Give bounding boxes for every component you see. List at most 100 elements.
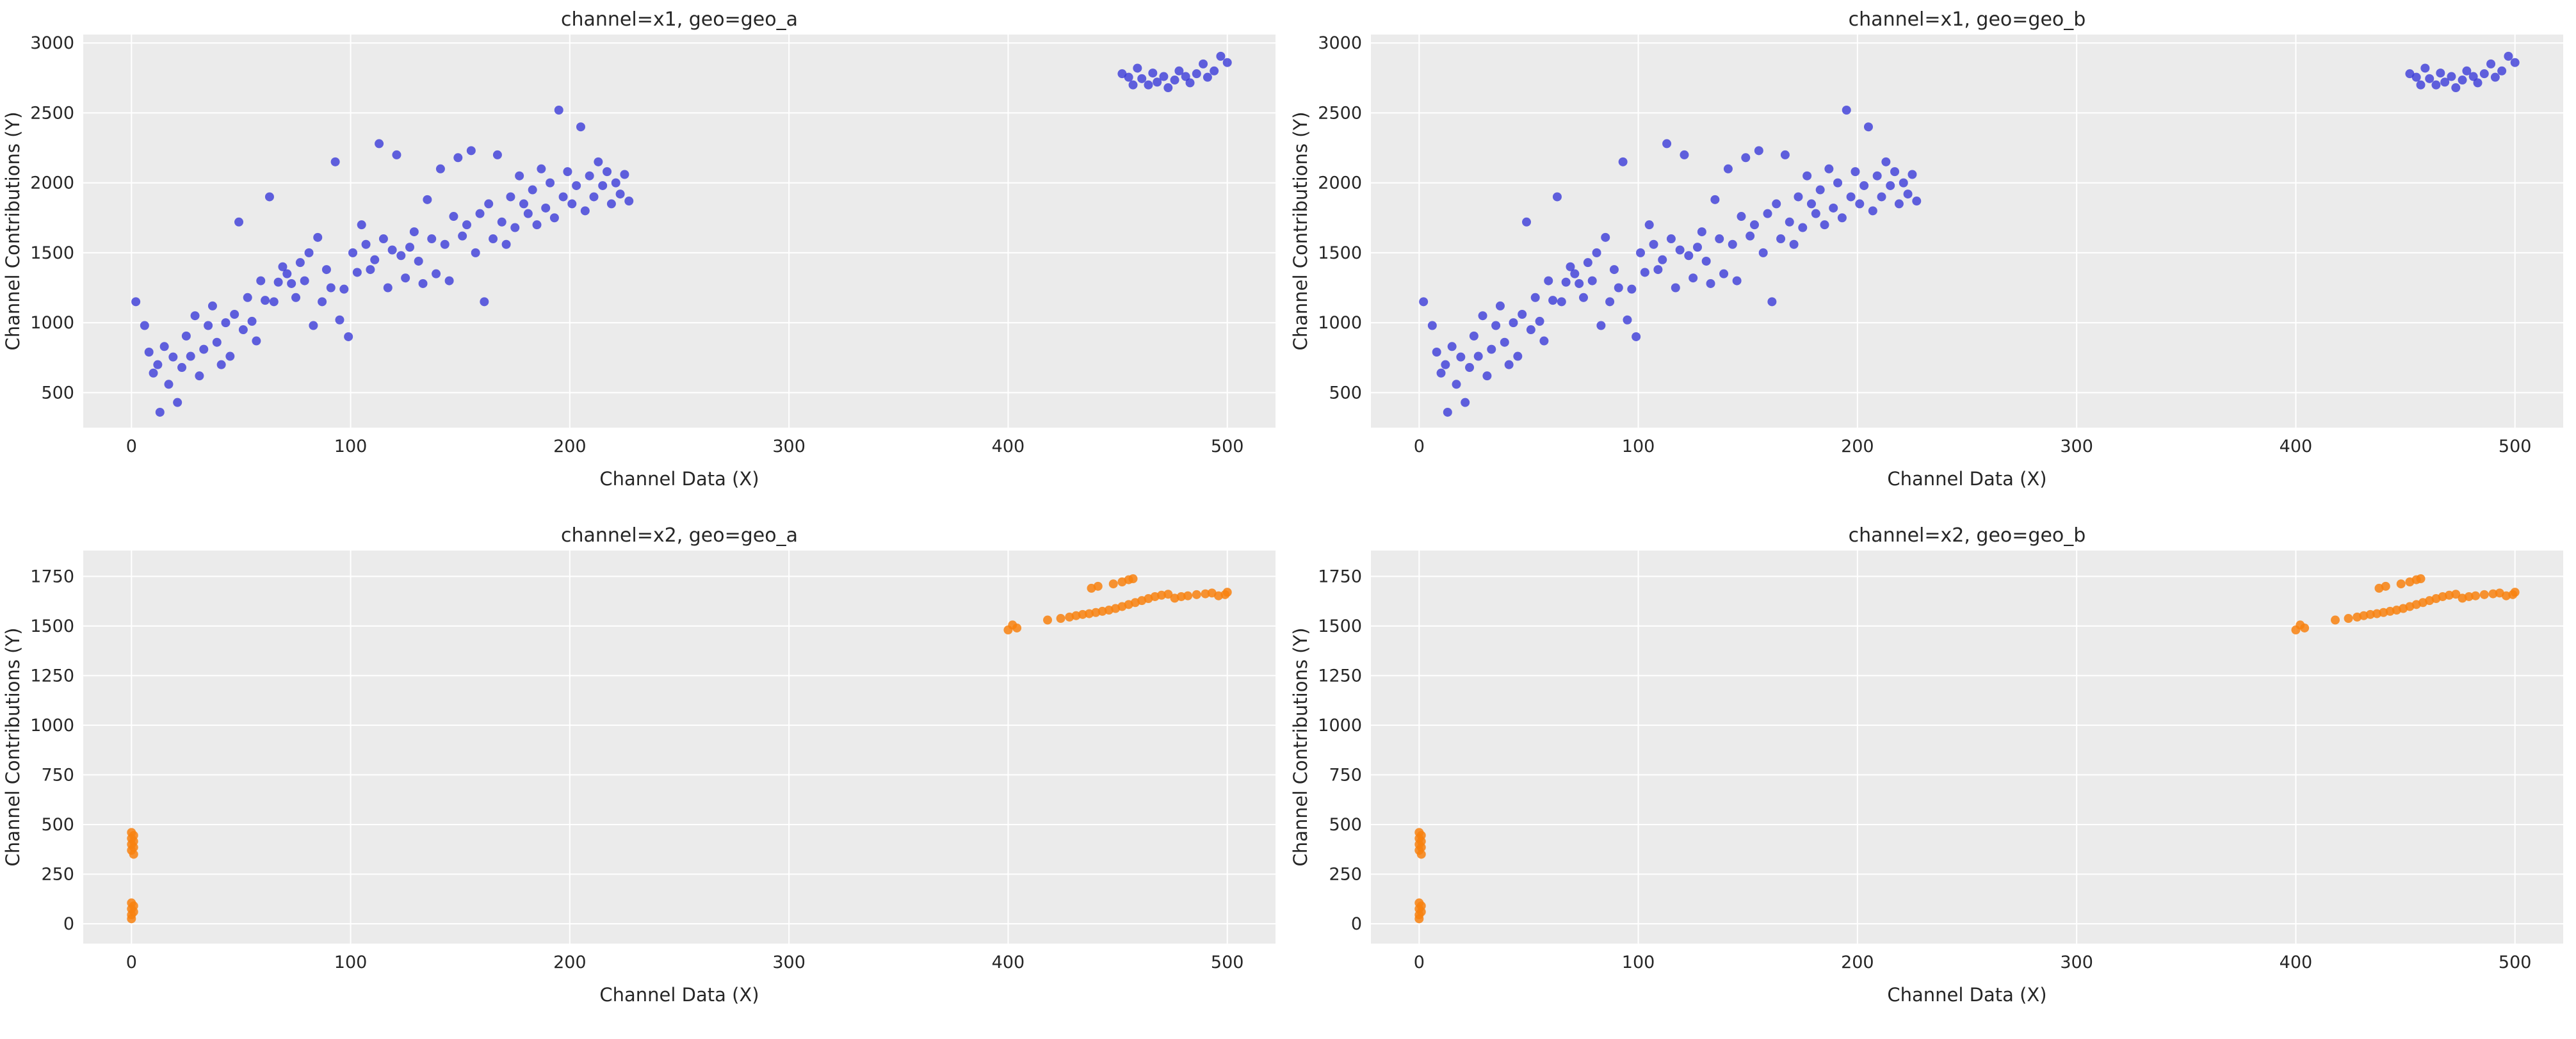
data-point xyxy=(1894,198,1904,208)
data-point xyxy=(1609,264,1619,274)
data-point xyxy=(1557,296,1566,306)
data-point xyxy=(2458,75,2467,85)
data-point xyxy=(1570,269,1580,278)
data-point xyxy=(1824,164,1834,173)
data-point xyxy=(624,196,634,205)
x-tick-label: 300 xyxy=(2060,437,2093,456)
data-point xyxy=(1491,320,1501,330)
data-point xyxy=(2445,590,2454,600)
x-tick-label: 0 xyxy=(126,437,137,456)
data-point xyxy=(1137,74,1147,83)
data-point xyxy=(2488,589,2498,599)
data-point xyxy=(330,157,340,166)
x-tick-label: 500 xyxy=(1211,437,1244,456)
data-point xyxy=(392,150,401,159)
data-point xyxy=(409,227,419,236)
data-point xyxy=(221,318,231,327)
data-point xyxy=(1078,609,1087,619)
data-point xyxy=(2381,581,2390,591)
data-point xyxy=(1419,296,1429,306)
data-point xyxy=(1174,66,1184,76)
data-point xyxy=(1093,581,1103,591)
data-point xyxy=(405,242,414,252)
data-point xyxy=(1414,898,1424,907)
data-point xyxy=(1544,276,1553,286)
data-point xyxy=(304,248,314,257)
x-tick-label: 500 xyxy=(1211,953,1244,972)
data-point xyxy=(1723,164,1733,173)
data-point xyxy=(173,398,182,407)
y-tick-label: 0 xyxy=(1351,914,1362,933)
scatter-plot: 0 100 200 300 400 50050010001500200025003000 … xyxy=(2,8,1276,490)
plot-area: 0 100 200 300 400 500 0 250 500 750 1000 1250 1500 17… xyxy=(30,550,1276,972)
data-point xyxy=(2479,590,2489,599)
data-point xyxy=(1623,315,1632,325)
data-point xyxy=(1222,587,1232,597)
data-point xyxy=(523,209,533,218)
data-point xyxy=(1509,318,1518,327)
y-tick-label: 1500 xyxy=(1318,243,1362,262)
data-point xyxy=(1535,316,1544,326)
data-point xyxy=(1662,138,1672,148)
data-point xyxy=(2510,587,2520,597)
data-point xyxy=(1601,232,1610,242)
data-point xyxy=(195,371,204,380)
data-point xyxy=(594,157,603,166)
y-tick-label: 1500 xyxy=(30,616,74,636)
data-point xyxy=(546,178,555,188)
data-point xyxy=(519,198,528,208)
data-point xyxy=(1872,171,1882,181)
x-tick-label: 400 xyxy=(992,953,1025,972)
data-point xyxy=(471,248,480,257)
data-point xyxy=(1732,276,1742,286)
data-point xyxy=(2331,615,2340,625)
y-tick-label: 0 xyxy=(63,914,74,933)
data-point xyxy=(444,276,454,286)
scatter-plot: 0 100 200 300 400 50050010001500200025003000 … xyxy=(1290,8,2563,490)
data-point xyxy=(1199,59,1208,68)
data-point xyxy=(580,205,590,215)
data-point xyxy=(1513,351,1523,361)
data-point xyxy=(1443,407,1452,417)
data-point xyxy=(1908,170,1917,179)
data-point xyxy=(1043,615,1053,625)
y-tick-label: 250 xyxy=(1329,864,1362,884)
data-point xyxy=(423,195,432,204)
data-point xyxy=(492,150,502,159)
data-point xyxy=(1789,239,1799,249)
data-point xyxy=(1671,282,1680,292)
data-point xyxy=(1815,185,1825,195)
data-point xyxy=(321,264,331,274)
data-point xyxy=(554,105,563,115)
chart-title: channel=x1, geo=geo_a xyxy=(561,8,798,31)
data-point xyxy=(432,269,441,278)
data-point xyxy=(462,220,471,229)
data-point xyxy=(1749,220,1759,229)
data-point xyxy=(1469,331,1478,341)
chart-title: channel=x1, geo=geo_b xyxy=(1849,8,2086,31)
data-point xyxy=(256,276,266,286)
data-point xyxy=(598,181,608,190)
data-point xyxy=(435,164,445,173)
data-point xyxy=(1653,264,1663,274)
data-point xyxy=(1128,574,1138,583)
data-point xyxy=(2300,623,2310,632)
data-point xyxy=(549,213,559,222)
data-point xyxy=(207,301,217,310)
data-point xyxy=(1719,269,1729,278)
data-point xyxy=(2431,80,2441,90)
data-point xyxy=(1203,72,1212,82)
data-point xyxy=(155,407,165,417)
y-tick-label: 1750 xyxy=(1318,567,1362,586)
x-axis-label: Channel Data (X) xyxy=(599,468,759,490)
data-point xyxy=(1658,255,1667,264)
y-tick-label: 3000 xyxy=(1318,33,1362,53)
data-point xyxy=(159,341,169,351)
data-point xyxy=(458,231,467,241)
data-point xyxy=(1868,205,1877,215)
scatter-plot: 0 100 200 300 400 500 0 250 500 750 1000 1250 1500 17… xyxy=(1290,524,2563,1006)
data-point xyxy=(2416,80,2426,90)
data-point xyxy=(567,198,577,208)
data-point xyxy=(1794,191,1803,201)
data-point xyxy=(1863,122,1873,131)
